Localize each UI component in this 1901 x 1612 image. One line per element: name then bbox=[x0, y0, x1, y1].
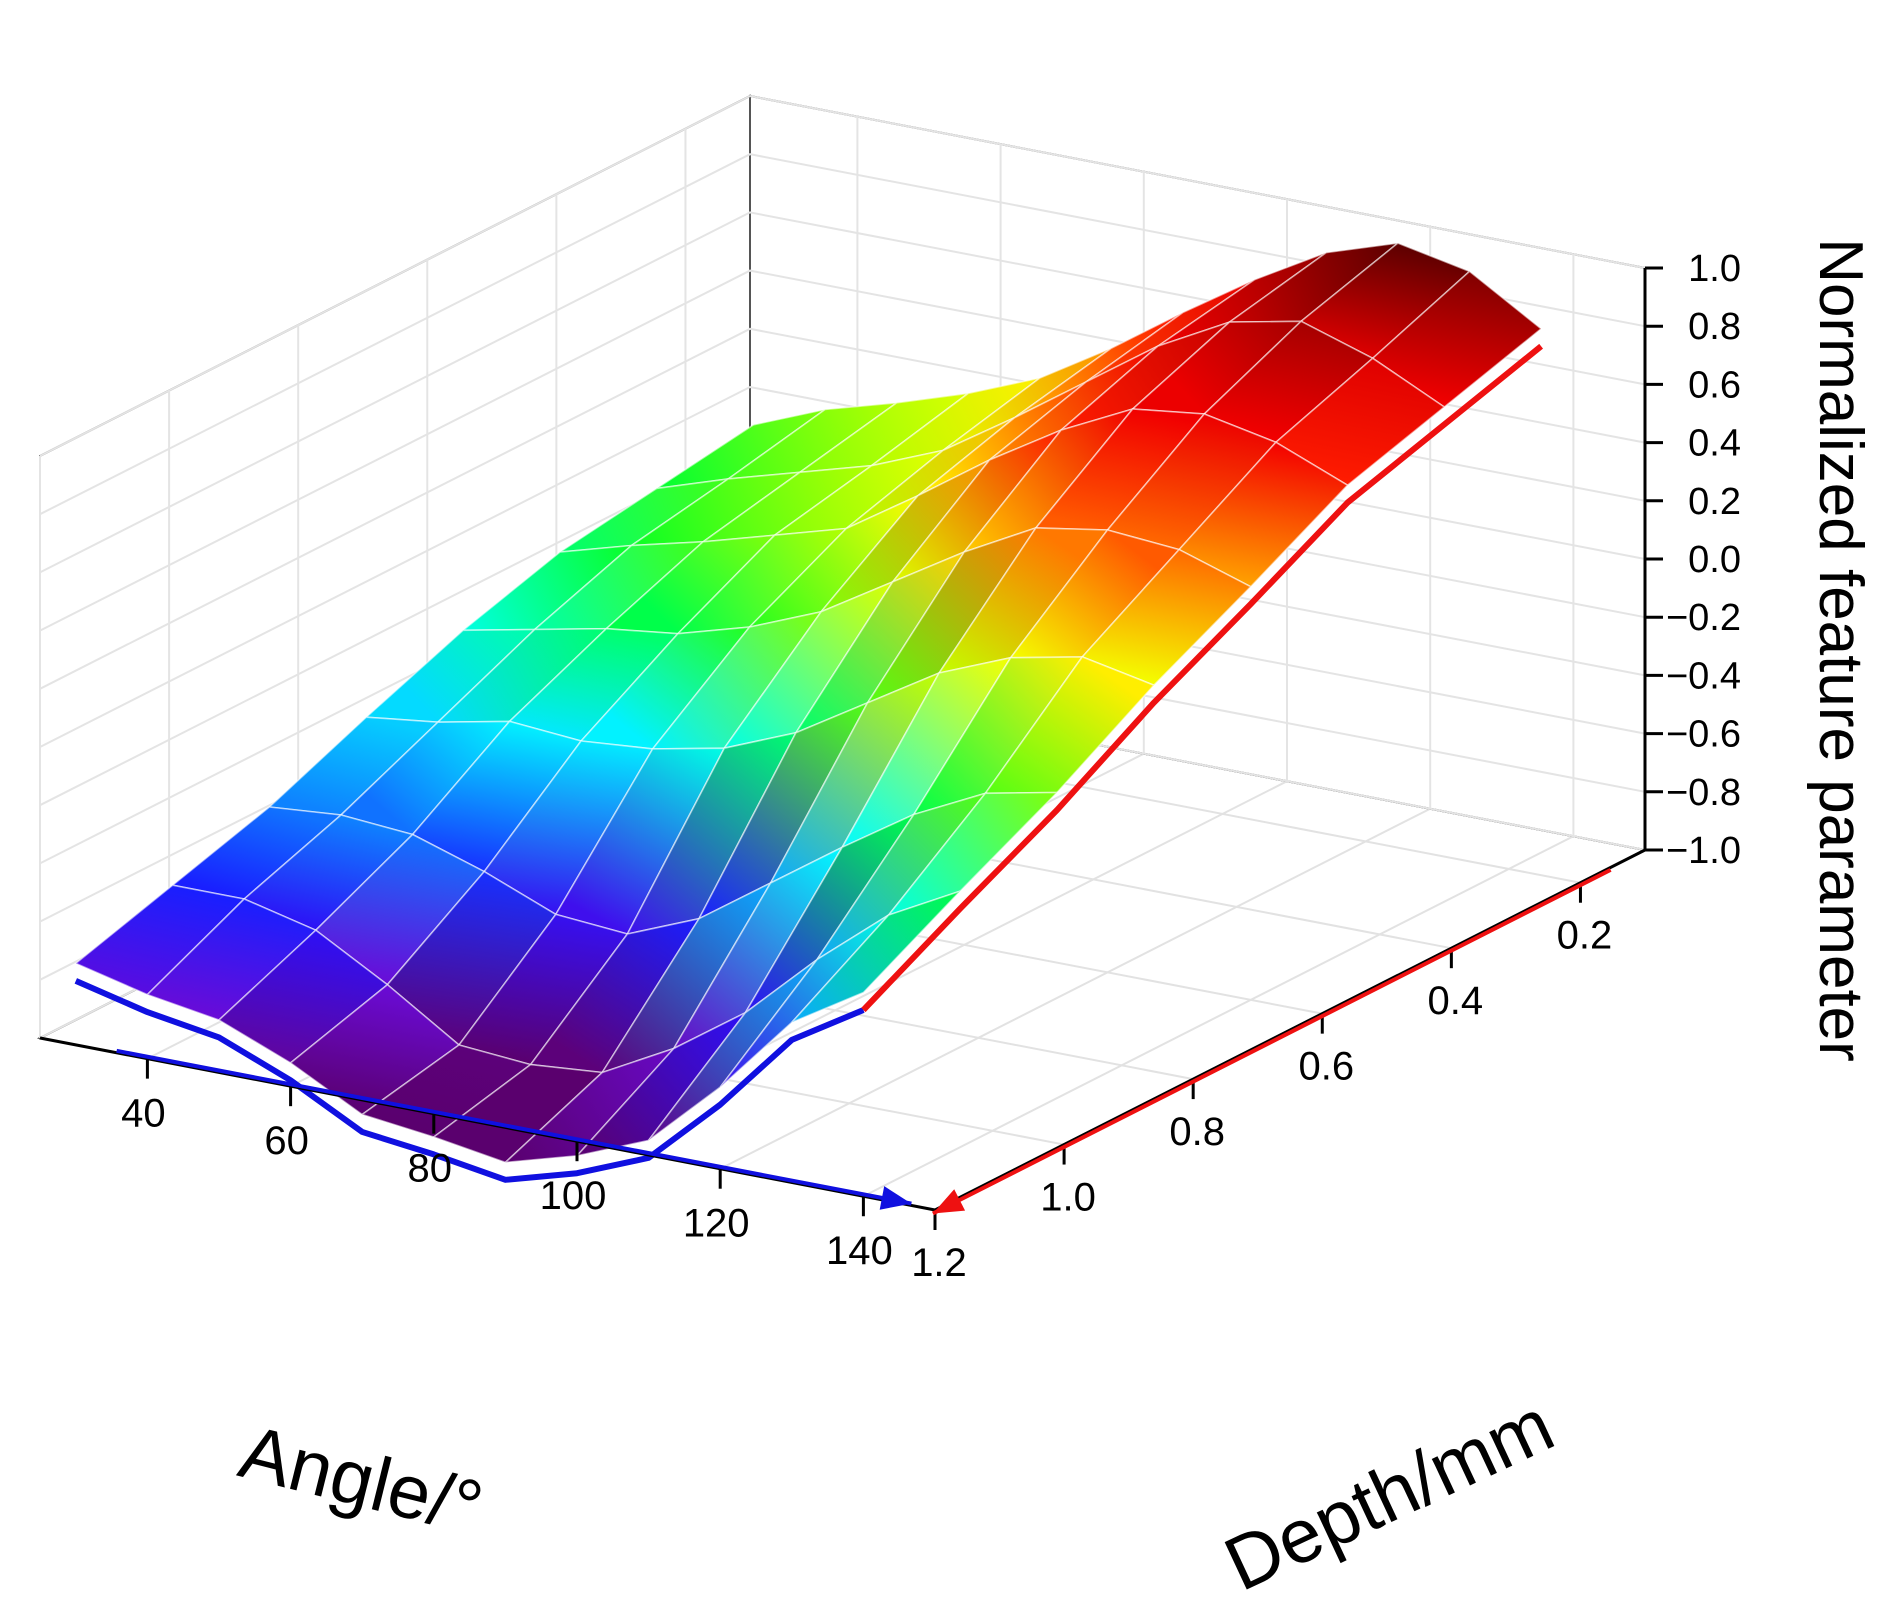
z-tick-label: 0.2 bbox=[1688, 481, 1741, 523]
x-tick-label: 80 bbox=[408, 1147, 453, 1191]
surface-edge-lines bbox=[74, 343, 1544, 1183]
z-tick-label: −0.2 bbox=[1666, 597, 1741, 639]
y-tick-label: 0.6 bbox=[1298, 1045, 1354, 1089]
surface-patch bbox=[791, 890, 961, 1024]
z-tick-label: 1.0 bbox=[1688, 248, 1741, 290]
wall-gridline-z bbox=[39, 94, 1646, 457]
x-tick-label: 140 bbox=[826, 1229, 893, 1273]
x-axis-title: Angle/° bbox=[232, 1409, 491, 1551]
z-tick-label: −0.8 bbox=[1666, 772, 1741, 814]
depth-direction-arrow-shaft bbox=[931, 868, 1612, 1216]
x-tick-label: 40 bbox=[121, 1092, 166, 1136]
z-tick-label: 0.0 bbox=[1688, 539, 1741, 581]
z-tick-label: −0.6 bbox=[1666, 714, 1741, 756]
angle-direction-arrow-head bbox=[879, 1186, 912, 1210]
z-tick-label: −1.0 bbox=[1666, 830, 1741, 872]
z-tick-label: 0.8 bbox=[1688, 306, 1741, 348]
x-tick-label: 120 bbox=[683, 1202, 750, 1246]
angle-direction-arrow-shaft bbox=[116, 1048, 912, 1206]
axes: 40 60 80 100 120 140 0.2 0.4 0.6 0.8 1.0 1.2 1.0 0.8 0… bbox=[39, 248, 1741, 1285]
y-axis-line bbox=[934, 848, 1646, 1212]
floor-gridline-angle bbox=[719, 807, 1431, 1170]
direction-arrows bbox=[116, 868, 1612, 1216]
floor-gridline-angle bbox=[862, 835, 1574, 1198]
x-tick-label: 100 bbox=[540, 1174, 607, 1218]
y-tick-label: 0.4 bbox=[1428, 979, 1484, 1023]
depth-edge-line bbox=[861, 343, 1544, 1013]
depth-direction-arrow-head bbox=[932, 1189, 966, 1214]
z-tick-label: −0.4 bbox=[1666, 655, 1741, 697]
y-tick-label: 0.8 bbox=[1169, 1110, 1225, 1154]
x-tick-label: 60 bbox=[264, 1119, 309, 1163]
z-tick-label: 0.6 bbox=[1688, 364, 1741, 406]
z-axis-title: Normalized feature parameter bbox=[1806, 238, 1875, 1062]
y-tick-label: 1.2 bbox=[911, 1241, 967, 1285]
y-tick-label: 0.2 bbox=[1557, 914, 1613, 958]
z-tick-label: 0.4 bbox=[1688, 423, 1741, 465]
y-tick-label: 1.0 bbox=[1040, 1176, 1096, 1220]
angle-edge-line bbox=[74, 978, 865, 1183]
surface-mesh bbox=[74, 241, 1543, 1164]
y-axis-title: Depth/mm bbox=[1212, 1382, 1566, 1607]
